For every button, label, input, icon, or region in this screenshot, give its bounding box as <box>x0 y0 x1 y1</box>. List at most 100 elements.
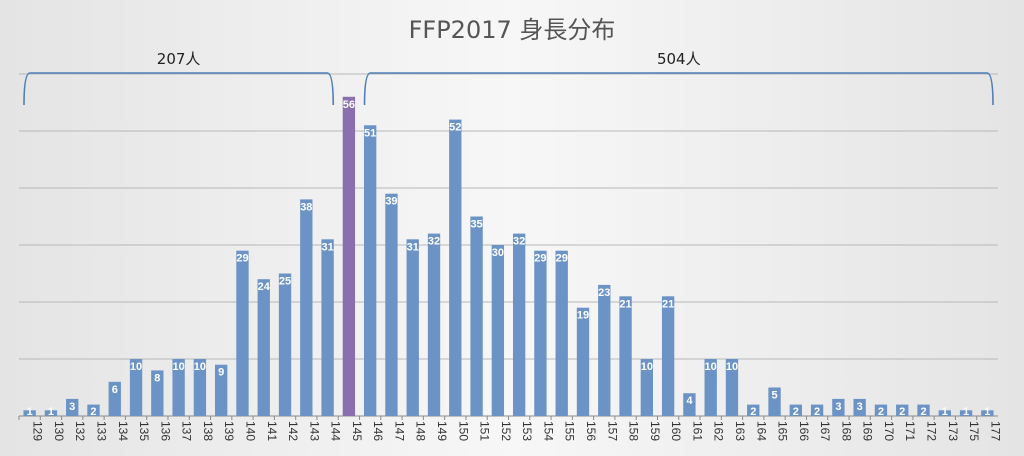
x-tick-label: 154 <box>541 421 555 441</box>
group-bracket <box>363 72 994 106</box>
x-tick-label: 151 <box>478 421 492 441</box>
group-brackets: 207人 504人 <box>23 50 994 106</box>
bar-value-label: 3 <box>835 401 841 413</box>
x-tick-label: 157 <box>605 421 619 441</box>
bar-value-label: 39 <box>385 196 397 208</box>
x-tick-label: 143 <box>307 421 321 441</box>
x-tick-label: 145 <box>350 421 364 441</box>
bar-value-label: 9 <box>218 367 224 379</box>
x-tick-label: 163 <box>733 421 747 441</box>
x-tick-label: 140 <box>243 421 257 441</box>
x-tick-label: 133 <box>94 421 108 441</box>
bar <box>193 359 207 416</box>
bar-value-label: 4 <box>686 395 693 407</box>
x-tick-label: 171 <box>903 421 917 441</box>
bar-value-label: 2 <box>750 406 756 418</box>
bar <box>747 404 760 416</box>
bar <box>300 199 313 416</box>
x-tick-label: 148 <box>414 421 428 441</box>
bar <box>619 296 632 416</box>
bar-value-label: 2 <box>878 406 884 418</box>
x-tick-label: 155 <box>563 421 577 441</box>
bar <box>725 359 739 416</box>
bar-value-label: 10 <box>130 361 142 373</box>
x-tick-label: 167 <box>818 421 832 441</box>
x-tick-label: 168 <box>839 421 853 441</box>
bar <box>23 410 36 416</box>
x-axis-ticks: 129 130 132 133 134 135 136 137 138 139 140 141 142 1… <box>18 416 1002 441</box>
x-tick-label: 161 <box>690 421 704 441</box>
x-tick-label: 166 <box>797 421 811 441</box>
bar-value-label: 3 <box>69 401 75 413</box>
x-tick-label: 172 <box>925 421 939 441</box>
bar <box>491 245 505 416</box>
bar-value-label: 8 <box>154 372 160 384</box>
bar-value-label: 29 <box>556 253 568 265</box>
bar <box>215 364 228 416</box>
bar <box>108 381 121 416</box>
bar <box>555 250 568 416</box>
x-tick-label: 164 <box>754 421 768 441</box>
bar-value-label: 52 <box>449 122 461 134</box>
x-tick-label: 158 <box>627 421 641 441</box>
bar-value-label: 31 <box>407 241 419 253</box>
x-tick-label: 135 <box>137 421 151 441</box>
x-tick-label: 152 <box>499 421 513 441</box>
x-tick-label: 139 <box>222 421 236 441</box>
bar <box>512 233 526 416</box>
bar-value-label: 21 <box>619 298 631 310</box>
x-tick-label: 137 <box>180 421 194 441</box>
bar-value-label: 10 <box>705 361 717 373</box>
bar <box>44 410 58 416</box>
x-tick-label: 165 <box>776 421 790 441</box>
bar-value-label: 2 <box>920 406 926 418</box>
bar <box>236 250 249 416</box>
x-tick-label: 144 <box>329 421 343 441</box>
x-tick-label: 136 <box>158 421 172 441</box>
group-label: 504人 <box>657 50 701 68</box>
bar-value-label: 56 <box>343 99 355 111</box>
bar <box>449 119 462 416</box>
bar <box>683 393 696 416</box>
bar-value-label: 3 <box>857 401 863 413</box>
bar <box>342 96 356 417</box>
bar <box>129 359 143 416</box>
bar-value-label: 24 <box>258 281 271 293</box>
bar-value-label: 30 <box>492 247 504 259</box>
x-tick-label: 134 <box>116 421 130 441</box>
x-tick-label: 138 <box>201 421 215 441</box>
bar-value-label: 10 <box>172 361 184 373</box>
bar <box>278 273 292 416</box>
x-tick-label: 170 <box>882 421 896 441</box>
bar <box>576 307 590 416</box>
bar <box>704 359 717 416</box>
grid-lines <box>19 73 998 417</box>
bar-value-label: 32 <box>513 236 525 248</box>
bar-value-label: 38 <box>300 201 312 213</box>
bar-value-label: 32 <box>428 236 440 248</box>
bar <box>917 404 930 416</box>
bar <box>981 410 994 416</box>
x-tick-label: 147 <box>392 421 406 441</box>
group-bracket <box>23 72 335 106</box>
x-tick-label: 169 <box>861 421 875 441</box>
bar <box>768 387 781 416</box>
bar-value-label: 1 <box>942 406 948 418</box>
bar <box>321 239 334 416</box>
group-label: 207人 <box>157 50 201 68</box>
x-tick-label: 130 <box>52 421 66 441</box>
x-tick-label: 175 <box>967 421 981 441</box>
bar <box>172 359 185 416</box>
bar <box>810 404 824 416</box>
bar-value-label: 2 <box>899 406 905 418</box>
x-tick-label: 141 <box>265 421 279 441</box>
bar <box>87 404 100 416</box>
bar <box>853 398 866 416</box>
bar-value-label: 2 <box>793 406 799 418</box>
bar-value-label: 10 <box>641 361 653 373</box>
bar-value-label: 6 <box>112 384 118 396</box>
bar-value-label: 31 <box>321 241 333 253</box>
bar <box>832 398 845 416</box>
bar <box>959 410 973 416</box>
